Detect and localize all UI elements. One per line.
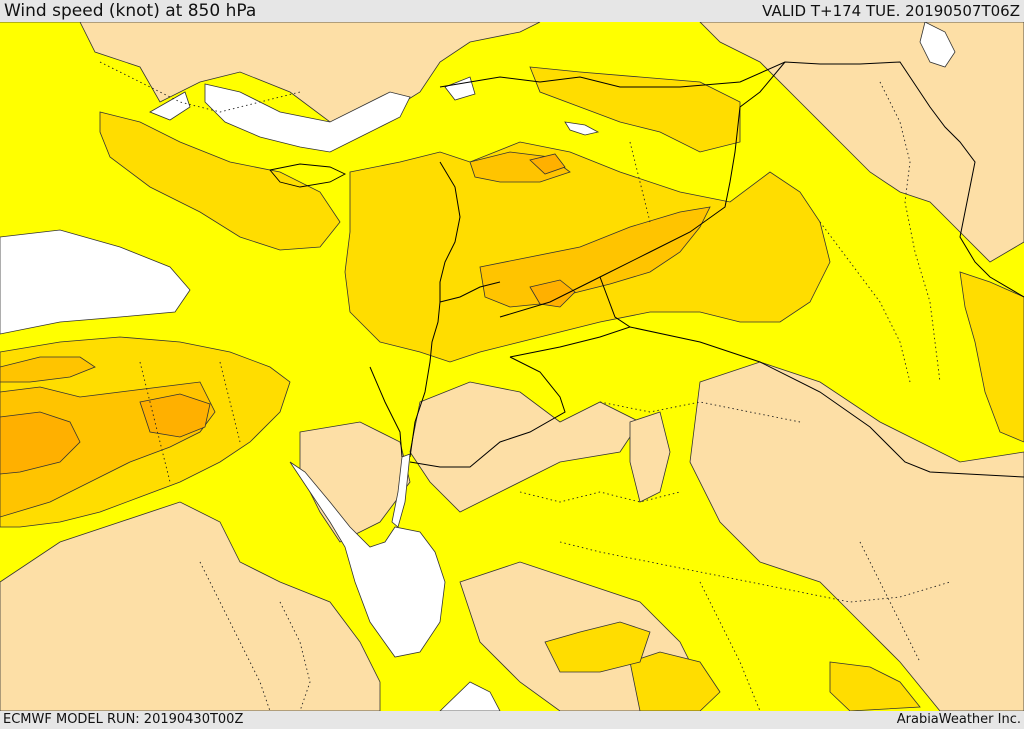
lake-van [919, 22, 956, 68]
calm-wind-areas [0, 76, 476, 335]
very-strong-wind-areas [0, 153, 576, 475]
wind-speed-map [0, 22, 1024, 711]
title-bar: Wind speed (knot) at 850 hPa VALID T+174… [0, 0, 1024, 22]
credit-label: ArabiaWeather Inc. [896, 712, 1021, 727]
lake-small [564, 121, 600, 136]
red-sea [289, 461, 446, 658]
province-boundaries [99, 61, 951, 711]
country-borders [369, 61, 1024, 478]
footer-bar: ECMWF MODEL RUN: 20190430T00Z ArabiaWeat… [0, 711, 1024, 729]
chart-title: Wind speed (knot) at 850 hPa [4, 1, 257, 21]
model-run-label: ECMWF MODEL RUN: 20190430T00Z [3, 712, 244, 727]
light-wind-areas [0, 22, 1024, 711]
sea-bottom-white [439, 681, 501, 711]
valid-time-label: VALID T+174 TUE. 20190507T06Z [762, 2, 1020, 20]
island-cyprus [269, 163, 347, 188]
